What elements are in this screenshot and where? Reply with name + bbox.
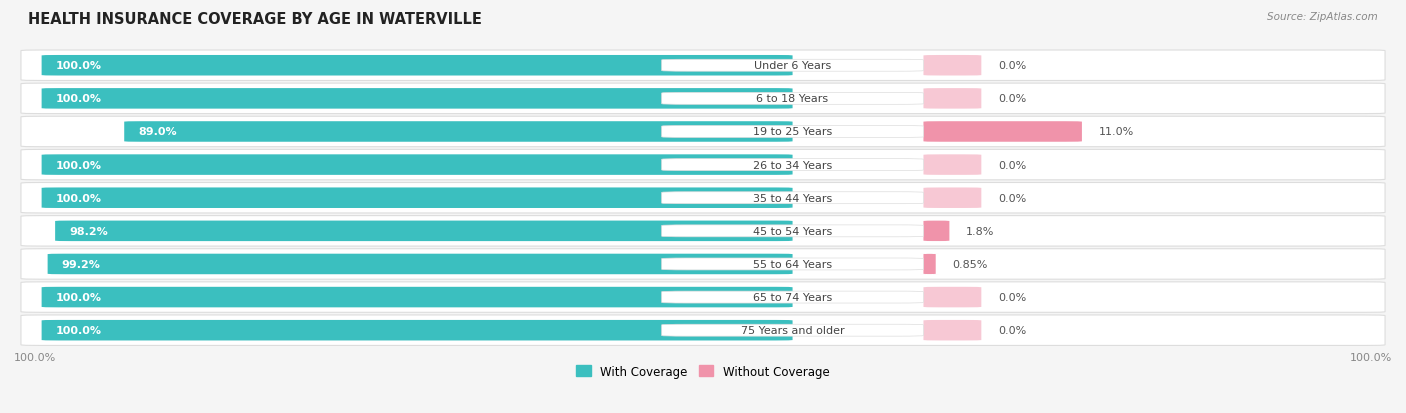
FancyBboxPatch shape bbox=[924, 155, 981, 176]
Text: 0.0%: 0.0% bbox=[998, 325, 1026, 335]
FancyBboxPatch shape bbox=[42, 155, 793, 176]
FancyBboxPatch shape bbox=[21, 216, 1385, 247]
FancyBboxPatch shape bbox=[924, 122, 1083, 142]
Text: Under 6 Years: Under 6 Years bbox=[754, 61, 831, 71]
Text: 26 to 34 Years: 26 to 34 Years bbox=[754, 160, 832, 170]
Text: 0.0%: 0.0% bbox=[998, 61, 1026, 71]
FancyBboxPatch shape bbox=[21, 183, 1385, 214]
FancyBboxPatch shape bbox=[920, 254, 941, 275]
Text: 99.2%: 99.2% bbox=[62, 259, 100, 269]
Text: 100.0%: 100.0% bbox=[55, 160, 101, 170]
Text: 100.0%: 100.0% bbox=[55, 94, 101, 104]
FancyBboxPatch shape bbox=[662, 60, 924, 72]
Text: 100.0%: 100.0% bbox=[55, 193, 101, 203]
FancyBboxPatch shape bbox=[42, 287, 793, 308]
FancyBboxPatch shape bbox=[21, 51, 1385, 81]
Text: 100.0%: 100.0% bbox=[55, 325, 101, 335]
FancyBboxPatch shape bbox=[42, 89, 793, 109]
FancyBboxPatch shape bbox=[42, 188, 793, 209]
Text: 100.0%: 100.0% bbox=[1350, 352, 1392, 362]
FancyBboxPatch shape bbox=[662, 192, 924, 204]
Text: 98.2%: 98.2% bbox=[69, 226, 108, 236]
Text: 0.0%: 0.0% bbox=[998, 193, 1026, 203]
Text: 100.0%: 100.0% bbox=[14, 352, 56, 362]
FancyBboxPatch shape bbox=[42, 320, 793, 341]
FancyBboxPatch shape bbox=[924, 188, 981, 209]
Text: 89.0%: 89.0% bbox=[138, 127, 177, 137]
FancyBboxPatch shape bbox=[21, 315, 1385, 346]
FancyBboxPatch shape bbox=[55, 221, 793, 242]
FancyBboxPatch shape bbox=[924, 89, 981, 109]
Text: Source: ZipAtlas.com: Source: ZipAtlas.com bbox=[1267, 12, 1378, 22]
Text: 65 to 74 Years: 65 to 74 Years bbox=[754, 292, 832, 302]
Text: 75 Years and older: 75 Years and older bbox=[741, 325, 845, 335]
Text: 11.0%: 11.0% bbox=[1098, 127, 1133, 137]
FancyBboxPatch shape bbox=[42, 56, 793, 76]
FancyBboxPatch shape bbox=[924, 320, 981, 341]
Text: 100.0%: 100.0% bbox=[55, 292, 101, 302]
Text: 100.0%: 100.0% bbox=[55, 61, 101, 71]
FancyBboxPatch shape bbox=[662, 159, 924, 171]
FancyBboxPatch shape bbox=[662, 126, 924, 138]
FancyBboxPatch shape bbox=[21, 150, 1385, 180]
Text: 0.0%: 0.0% bbox=[998, 292, 1026, 302]
FancyBboxPatch shape bbox=[21, 282, 1385, 313]
FancyBboxPatch shape bbox=[21, 84, 1385, 114]
Text: 35 to 44 Years: 35 to 44 Years bbox=[754, 193, 832, 203]
Text: 19 to 25 Years: 19 to 25 Years bbox=[754, 127, 832, 137]
FancyBboxPatch shape bbox=[662, 325, 924, 336]
FancyBboxPatch shape bbox=[662, 225, 924, 237]
Text: 0.0%: 0.0% bbox=[998, 94, 1026, 104]
FancyBboxPatch shape bbox=[924, 56, 981, 76]
Text: 55 to 64 Years: 55 to 64 Years bbox=[754, 259, 832, 269]
FancyBboxPatch shape bbox=[21, 117, 1385, 147]
Text: 0.0%: 0.0% bbox=[998, 160, 1026, 170]
FancyBboxPatch shape bbox=[662, 259, 924, 270]
FancyBboxPatch shape bbox=[924, 287, 981, 308]
FancyBboxPatch shape bbox=[662, 93, 924, 105]
FancyBboxPatch shape bbox=[48, 254, 793, 275]
Text: 0.85%: 0.85% bbox=[952, 259, 987, 269]
Text: HEALTH INSURANCE COVERAGE BY AGE IN WATERVILLE: HEALTH INSURANCE COVERAGE BY AGE IN WATE… bbox=[28, 12, 482, 27]
FancyBboxPatch shape bbox=[924, 221, 949, 242]
Text: 6 to 18 Years: 6 to 18 Years bbox=[756, 94, 828, 104]
FancyBboxPatch shape bbox=[662, 292, 924, 303]
Text: 1.8%: 1.8% bbox=[966, 226, 994, 236]
FancyBboxPatch shape bbox=[124, 122, 793, 142]
FancyBboxPatch shape bbox=[21, 249, 1385, 280]
Legend: With Coverage, Without Coverage: With Coverage, Without Coverage bbox=[576, 365, 830, 377]
Text: 45 to 54 Years: 45 to 54 Years bbox=[754, 226, 832, 236]
